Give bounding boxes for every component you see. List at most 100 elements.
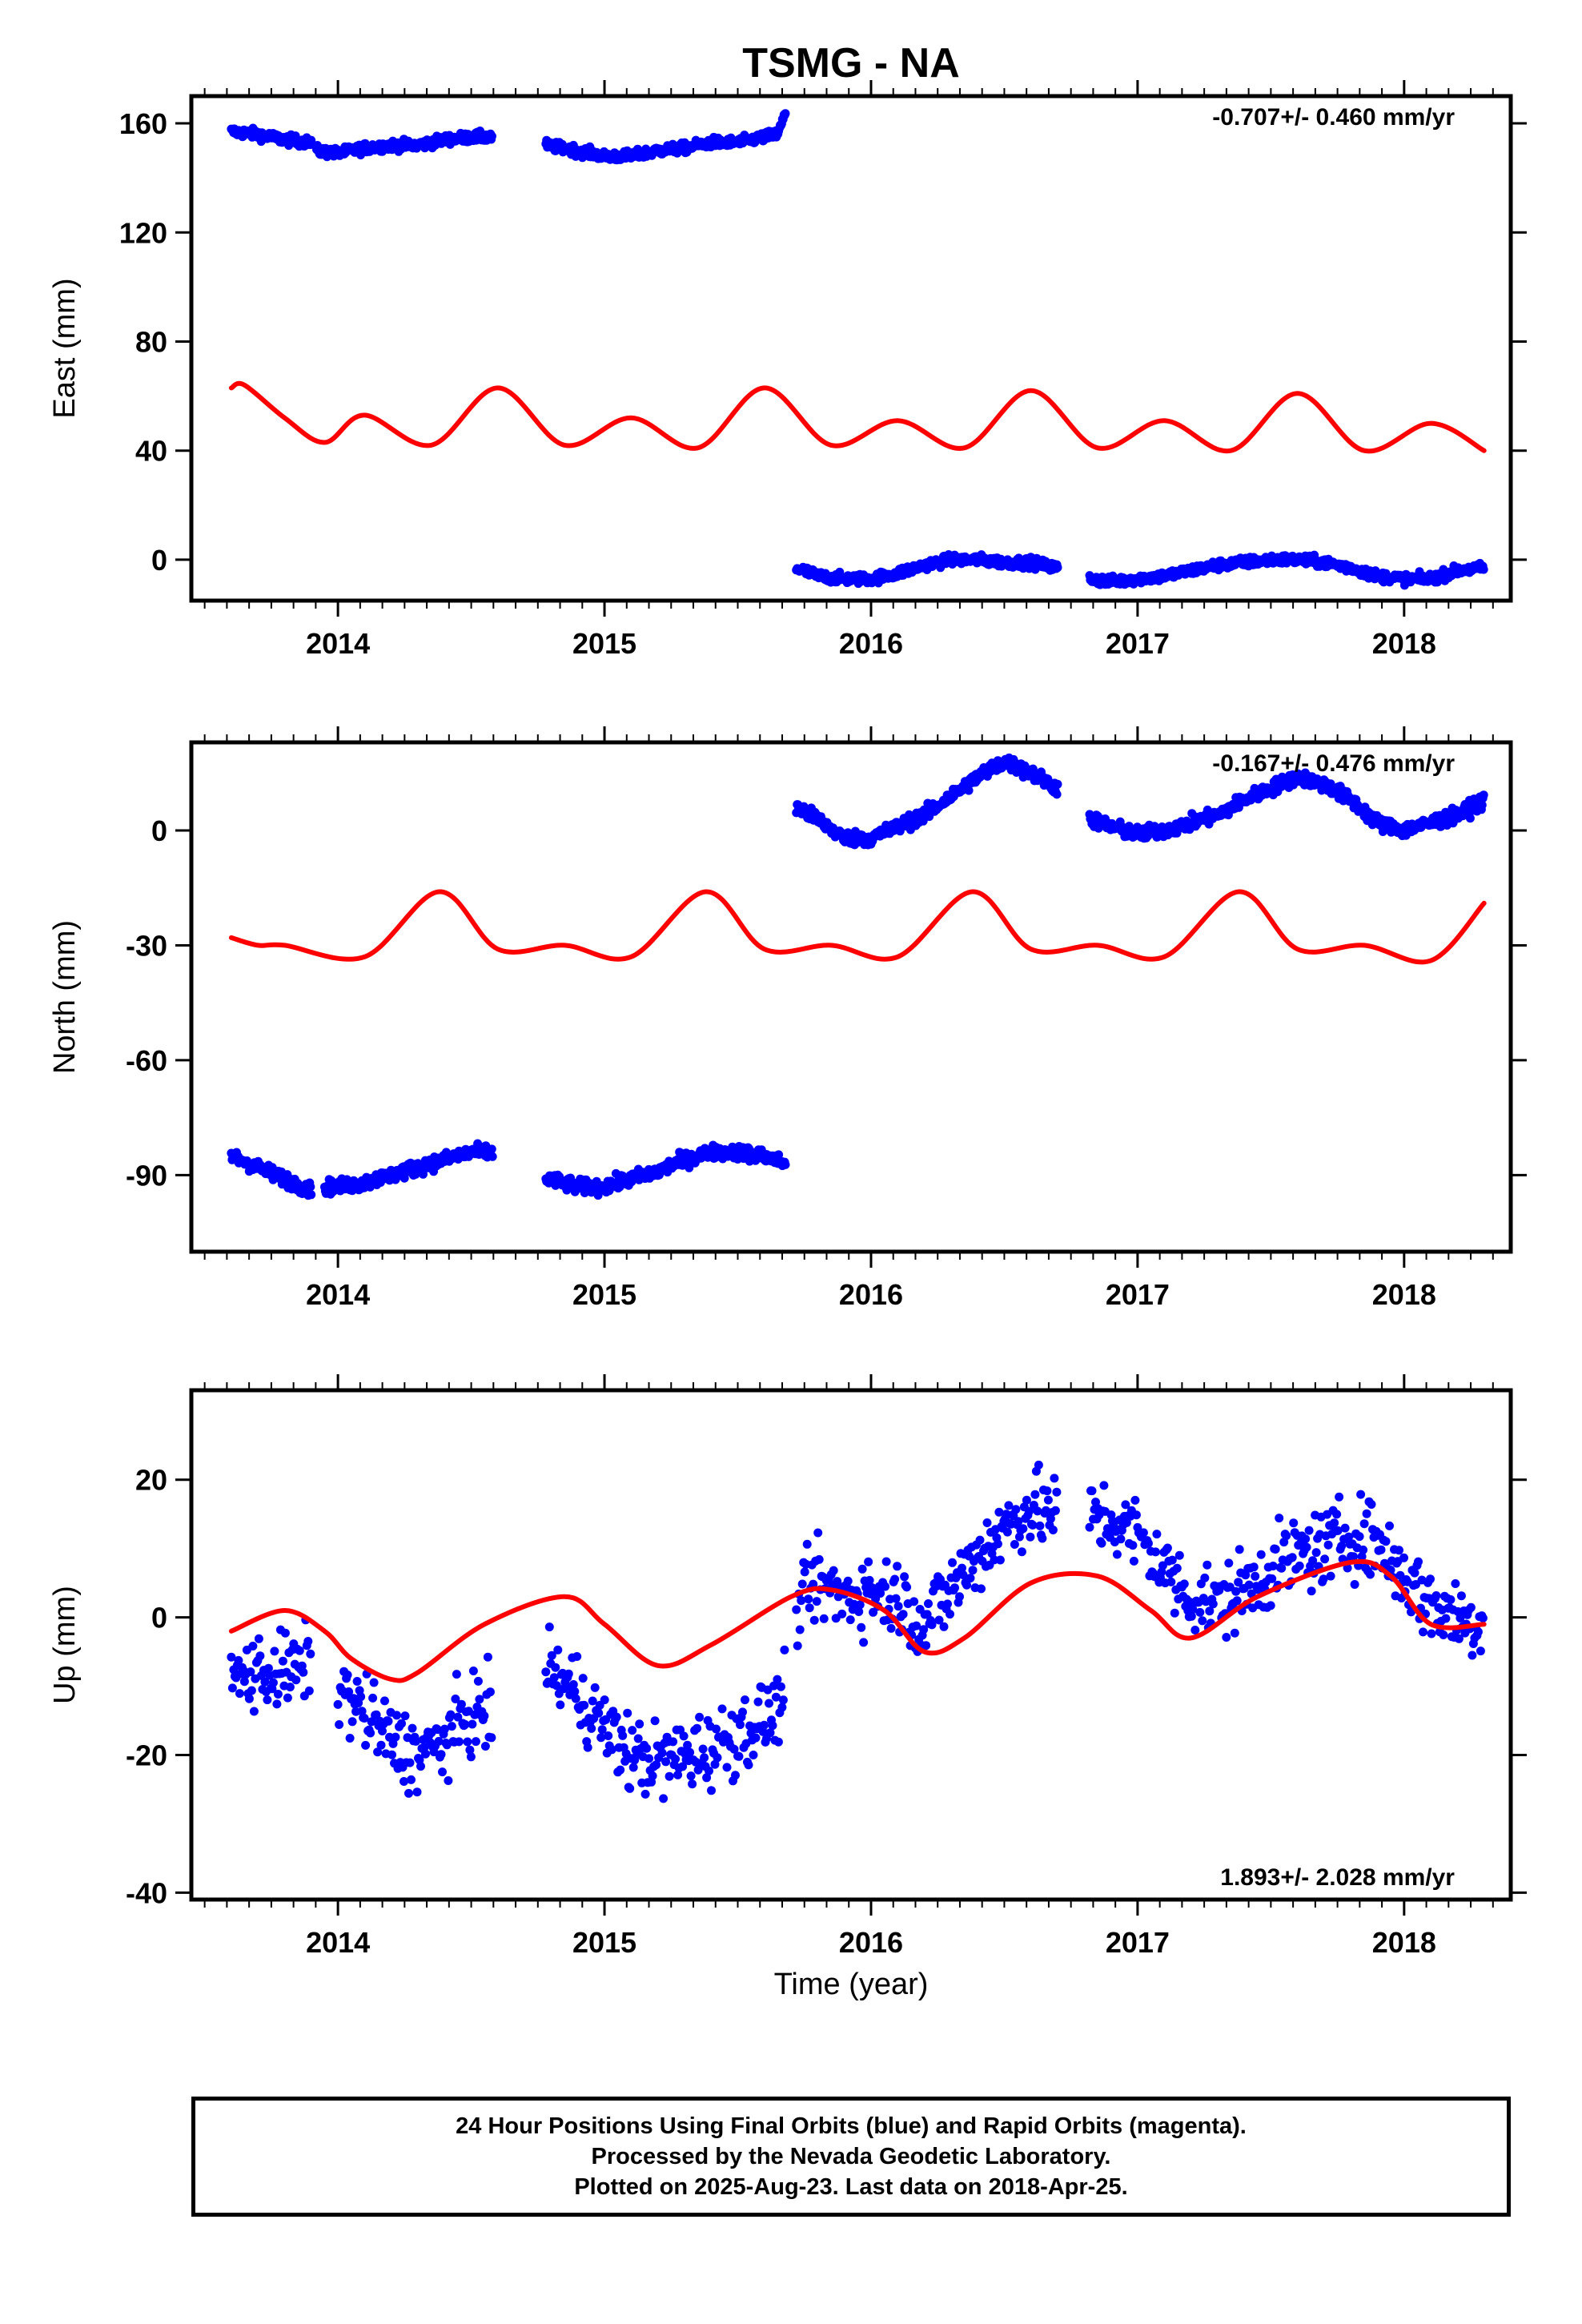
observed-point	[1158, 1561, 1167, 1570]
panel-2: 2014 2015 2016 2017 2018 -90 -60 -30 0 North (mm)…	[48, 726, 1527, 1311]
observed-point	[1234, 1578, 1243, 1587]
observed-point	[447, 1722, 456, 1731]
observed-point	[1198, 1616, 1207, 1626]
observed-point	[587, 1723, 596, 1733]
observed-point	[774, 1150, 784, 1160]
observed-point	[1350, 1580, 1359, 1589]
observed-point	[760, 1720, 769, 1730]
observed-point	[678, 1762, 688, 1771]
observed-point	[485, 1687, 495, 1697]
observed-point	[1026, 1532, 1035, 1542]
observed-point	[1186, 1611, 1196, 1621]
observed-point	[893, 1602, 903, 1611]
observed-point	[793, 1641, 802, 1651]
observed-point	[1172, 1563, 1182, 1573]
observed-point	[488, 1152, 497, 1161]
observed-point	[1414, 1557, 1423, 1566]
observed-point	[1335, 1492, 1344, 1502]
observed-point	[1179, 1579, 1189, 1589]
observed-point	[234, 1655, 243, 1665]
observed-point	[1311, 1548, 1321, 1558]
observed-point	[254, 1634, 263, 1643]
y-tick-label: 120	[119, 216, 167, 249]
observed-point	[291, 1675, 301, 1685]
observed-point	[753, 1697, 763, 1707]
observed-segment-1	[227, 123, 316, 151]
observed-point	[865, 1575, 874, 1585]
observed-point	[1028, 764, 1038, 774]
observed-point	[1143, 1538, 1153, 1548]
observed-segment-4	[792, 1460, 1062, 1656]
observed-point	[1323, 1540, 1333, 1550]
observed-point	[1050, 1474, 1059, 1483]
x-tick-label: 2016	[839, 627, 903, 660]
observed-point	[659, 1794, 669, 1803]
observed-point	[239, 1677, 249, 1687]
observed-point	[968, 1566, 978, 1575]
observed-point	[886, 1623, 896, 1633]
observed-point	[1224, 1558, 1234, 1568]
observed-point	[1011, 1505, 1021, 1514]
observed-point	[1122, 1518, 1131, 1527]
observed-point	[367, 1717, 376, 1727]
observed-point	[712, 1724, 721, 1734]
observed-point	[955, 1592, 964, 1602]
observed-point	[1307, 1586, 1316, 1596]
observed-point	[278, 1656, 287, 1666]
observed-point	[1050, 1506, 1060, 1515]
observed-point	[468, 1667, 478, 1675]
observed-point	[1355, 1532, 1364, 1542]
observed-point	[1326, 1571, 1335, 1581]
observed-point	[404, 1788, 413, 1798]
observed-point	[446, 1710, 456, 1719]
observed-segment-1	[227, 1615, 315, 1716]
observed-point	[765, 1728, 775, 1738]
observed-point	[480, 1742, 490, 1751]
observed-point	[1138, 1528, 1148, 1538]
observed-point	[800, 1567, 809, 1577]
y-axis-title: East (mm)	[48, 278, 82, 418]
observed-point	[993, 1539, 1002, 1549]
observed-point	[378, 1727, 387, 1735]
panel-frame	[189, 740, 1513, 1254]
observed-point	[451, 1695, 460, 1703]
observed-point	[722, 1763, 732, 1772]
observed-point	[1287, 1553, 1297, 1562]
observed-point	[1344, 1532, 1354, 1542]
observed-point	[347, 1717, 357, 1727]
x-tick-label: 2015	[572, 1278, 636, 1311]
observed-point	[1381, 1537, 1391, 1546]
observed-point	[845, 1615, 855, 1625]
observed-point	[1251, 1571, 1260, 1581]
observed-segment-3	[541, 1140, 790, 1200]
panels-group: 2014 2015 2016 2017 2018 0 40 80 120 160 East (mm)…	[48, 80, 1527, 1959]
observed-point	[1200, 1573, 1210, 1582]
observed-point	[919, 1625, 929, 1634]
observed-point	[1097, 1538, 1106, 1548]
observed-point	[460, 1719, 470, 1729]
observed-point	[665, 1771, 674, 1781]
observed-point	[890, 1574, 900, 1584]
observed-point	[1301, 1534, 1311, 1544]
observed-point	[1302, 1542, 1311, 1552]
observed-point	[604, 1731, 613, 1740]
observed-point	[1222, 1633, 1231, 1642]
x-tick-label: 2017	[1106, 1926, 1170, 1959]
observed-point	[1308, 1556, 1318, 1566]
observed-point	[713, 1753, 722, 1763]
observed-point	[648, 1771, 657, 1781]
observed-point	[1419, 1627, 1427, 1637]
observed-point	[943, 1599, 952, 1609]
observed-point	[1376, 1545, 1386, 1554]
observed-point	[1004, 1501, 1014, 1510]
observed-point	[964, 786, 974, 795]
observed-point	[958, 1563, 966, 1573]
observed-point	[568, 1680, 578, 1689]
plot-area	[227, 753, 1488, 1200]
observed-point	[1271, 1545, 1280, 1554]
observed-point	[263, 1663, 273, 1673]
observed-point	[380, 1696, 389, 1706]
y-tick-label: 20	[135, 1464, 167, 1497]
observed-point	[729, 1744, 739, 1754]
observed-point	[705, 1766, 713, 1775]
